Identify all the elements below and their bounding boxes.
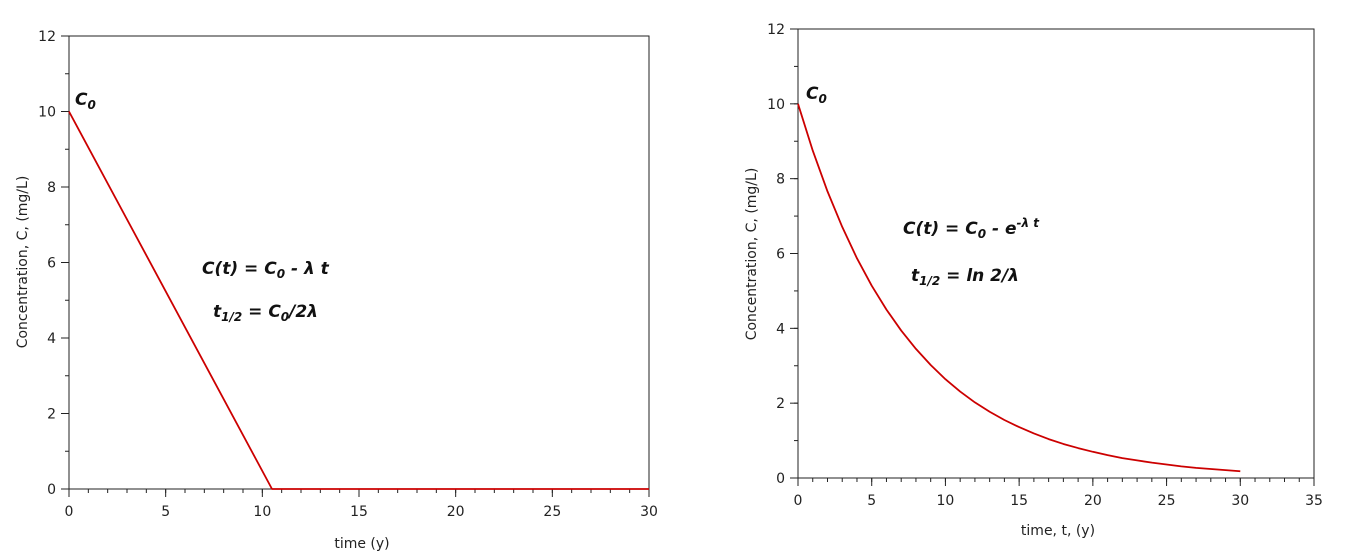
x-tick-label: 15 <box>1010 493 1028 509</box>
y-tick-label: 8 <box>47 180 56 196</box>
exponential-decay-chart: 0 5 10 15 20 25 30 35 0 2 4 6 8 10 12 time, t, (y) Con… <box>744 22 1323 539</box>
series-line <box>68 111 649 490</box>
x-tick-label: 15 <box>350 504 368 520</box>
x-axis-label: time (y) <box>334 536 389 552</box>
y-tick-label: 6 <box>47 256 56 272</box>
x-tick-label: 25 <box>543 504 561 520</box>
x-tick-label: 5 <box>161 504 170 520</box>
x-tick-label: 30 <box>640 504 658 520</box>
equation-exponential: C(t) = C0 - e-λ t <box>903 216 1040 241</box>
equation-linear: C(t) = C0 - λ t <box>202 259 330 281</box>
c0-annotation: C0 <box>806 84 827 106</box>
series-line <box>797 103 1241 473</box>
y-tick-label: 4 <box>47 331 56 347</box>
x-tick-label: 0 <box>65 504 74 520</box>
data-line <box>797 103 1241 473</box>
y-axis-label: Concentration, C, (mg/L) <box>15 176 31 349</box>
y-tick-label: 8 <box>776 172 785 188</box>
c0-annotation: C0 <box>75 90 96 112</box>
axis-ticks: 0 5 10 15 20 25 30 35 0 2 4 6 8 10 12 <box>767 22 1323 509</box>
y-tick-label: 12 <box>38 29 56 45</box>
data-line <box>68 111 649 490</box>
y-tick-label: 4 <box>776 321 785 337</box>
plot-frame <box>68 35 650 490</box>
x-tick-label: 0 <box>794 493 803 509</box>
y-tick-label: 0 <box>47 482 56 498</box>
x-tick-label: 20 <box>447 504 465 520</box>
x-tick-label: 10 <box>253 504 271 520</box>
x-tick-label: 25 <box>1158 493 1176 509</box>
y-tick-label: 10 <box>767 97 785 113</box>
x-tick-label: 5 <box>867 493 876 509</box>
x-tick-label: 20 <box>1084 493 1102 509</box>
y-tick-label: 2 <box>47 407 56 423</box>
plot-frame <box>797 28 1315 479</box>
y-tick-label: 0 <box>776 471 785 487</box>
y-axis-label: Concentration, C, (mg/L) <box>744 168 760 341</box>
half-life-exponential: t1/2 = ln 2/λ <box>911 266 1019 288</box>
x-tick-label: 30 <box>1231 493 1249 509</box>
x-axis-label: time, t, (y) <box>1021 523 1095 539</box>
x-tick-label: 10 <box>937 493 955 509</box>
half-life-linear: t1/2 = C0/2λ <box>213 302 318 324</box>
y-tick-label: 12 <box>767 22 785 38</box>
y-tick-label: 10 <box>38 105 56 121</box>
linear-decay-chart: 0 5 10 15 20 25 30 0 2 4 6 8 10 12 time (y) Concentra… <box>15 29 658 552</box>
y-tick-label: 6 <box>776 247 785 263</box>
y-tick-label: 2 <box>776 396 785 412</box>
x-tick-label: 35 <box>1305 493 1323 509</box>
axis-ticks: 0 5 10 15 20 25 30 0 2 4 6 8 10 12 <box>38 29 658 520</box>
